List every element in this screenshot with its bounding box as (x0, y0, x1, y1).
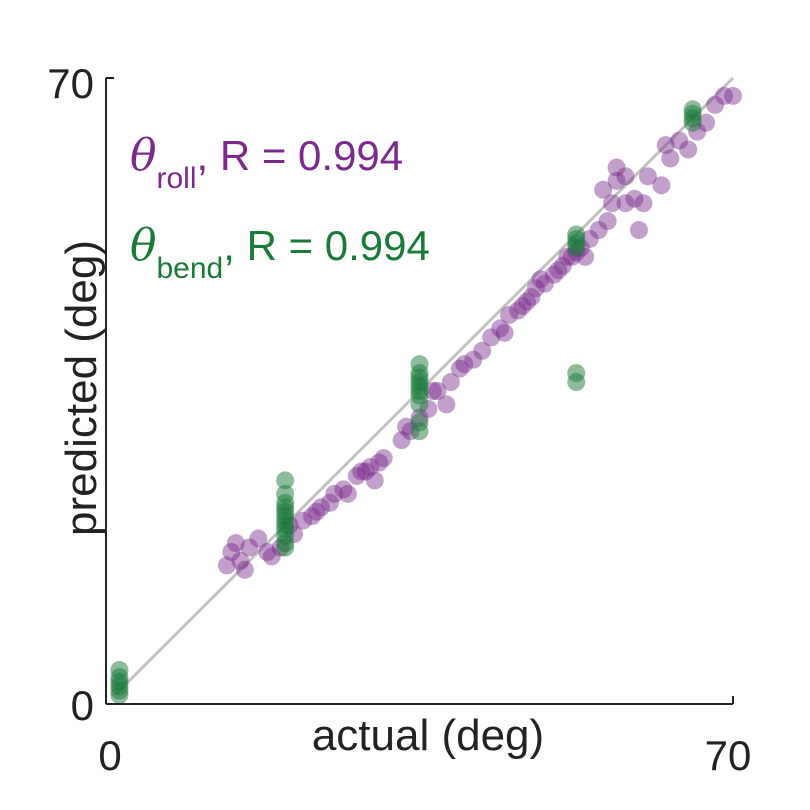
y-tick-label-min: 0 (71, 682, 94, 729)
data-point-roll (679, 140, 698, 159)
data-point-bend (567, 225, 586, 244)
data-point-roll (311, 498, 330, 517)
data-point-bend (567, 373, 586, 392)
data-point-roll (706, 95, 725, 114)
data-point-bend (410, 413, 429, 432)
data-point-roll (307, 502, 326, 521)
data-point-roll (638, 167, 657, 186)
x-tick-label-max: 70 (705, 732, 752, 779)
legend-roll-subscript: roll (157, 162, 197, 195)
data-point-roll (325, 484, 344, 503)
data-point-roll (616, 194, 635, 213)
data-point-roll (338, 484, 357, 503)
data-point-roll (495, 323, 514, 342)
legend-roll: θroll, R = 0.994 (130, 130, 403, 195)
x-axis-label: actual (deg) (312, 711, 544, 760)
data-point-roll (589, 221, 608, 240)
data-point-roll (535, 274, 554, 293)
data-point-roll (500, 305, 519, 324)
data-point-roll (464, 350, 483, 369)
data-point-roll (437, 395, 456, 414)
data-point-roll (441, 373, 460, 392)
data-point-roll (235, 560, 254, 579)
data-point-roll (334, 480, 353, 499)
data-point-roll (509, 301, 528, 320)
x-tick-label-min: 0 (98, 732, 121, 779)
data-point-roll (553, 256, 572, 275)
data-point-roll (450, 359, 469, 378)
data-point-roll (544, 265, 563, 284)
data-point-roll (370, 453, 389, 472)
data-point-roll (361, 458, 380, 477)
data-point-roll (249, 529, 268, 548)
data-point-bend (410, 355, 429, 374)
data-point-roll (531, 270, 550, 289)
data-point-roll (603, 194, 622, 213)
data-point-roll (656, 136, 675, 155)
data-point-roll (320, 493, 339, 512)
data-point-roll (217, 556, 236, 575)
data-point-roll (222, 542, 241, 561)
data-point-roll (392, 431, 411, 450)
data-point-roll (491, 319, 510, 338)
data-point-bend (276, 484, 295, 503)
data-point-roll (347, 466, 366, 485)
data-point-roll (652, 176, 671, 195)
data-point-roll (231, 551, 250, 570)
legend: θroll, R = 0.994 θbend, R = 0.994 (130, 130, 430, 285)
legend-roll-symbol: θ (130, 130, 157, 181)
data-point-roll (240, 538, 259, 557)
data-point-roll (634, 194, 653, 213)
data-point-roll (629, 221, 648, 240)
data-point-roll (374, 449, 393, 468)
data-point-roll (513, 297, 532, 316)
data-point-roll (226, 534, 245, 553)
data-point-roll (482, 328, 501, 347)
data-point-roll (526, 279, 545, 298)
data-point-roll (724, 86, 742, 105)
data-point-roll (365, 471, 384, 490)
data-point-roll (258, 542, 277, 561)
data-point-roll (356, 462, 375, 481)
data-point-roll (607, 171, 626, 190)
data-point-roll (607, 158, 626, 177)
data-point-roll (661, 149, 680, 168)
legend-bend: θbend, R = 0.994 (130, 220, 430, 285)
data-point-bend (110, 661, 129, 680)
series-bend (110, 100, 702, 705)
data-point-bend (110, 686, 129, 705)
data-point-bend (683, 100, 702, 119)
legend-roll-value: , R = 0.994 (197, 132, 404, 179)
legend-bend-subscript: bend (157, 252, 224, 285)
data-point-roll (455, 355, 474, 374)
data-point-roll (625, 189, 644, 208)
data-point-roll (262, 547, 281, 566)
data-point-roll (549, 261, 568, 280)
data-point-roll (352, 462, 371, 481)
data-point-roll (522, 288, 541, 307)
data-point-roll (303, 507, 322, 526)
data-point-roll (517, 292, 536, 311)
data-point-roll (715, 86, 734, 105)
data-point-roll (616, 167, 635, 186)
y-tick-label-max: 70 (47, 60, 94, 107)
y-axis-label: predicted (deg) (57, 240, 106, 536)
legend-bend-symbol: θ (130, 220, 157, 271)
data-points-layer (110, 86, 742, 705)
data-point-roll (598, 212, 617, 231)
data-point-roll (670, 131, 689, 150)
data-point-bend (276, 471, 295, 490)
legend-bend-value: , R = 0.994 (223, 222, 430, 269)
data-point-roll (473, 341, 492, 360)
data-point-roll (594, 180, 613, 199)
data-point-roll (428, 382, 447, 400)
data-point-roll (294, 511, 313, 530)
